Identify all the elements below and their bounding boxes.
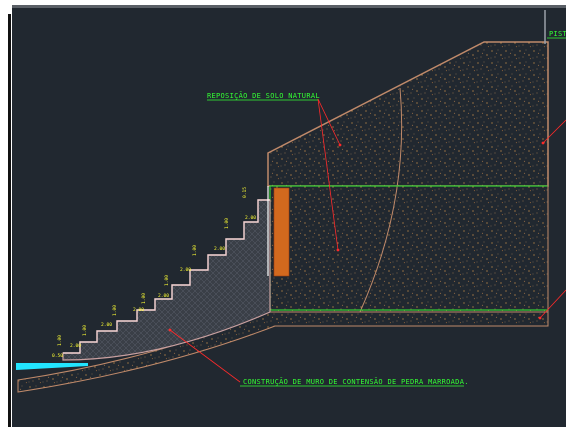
step-dimension-label: 1.00	[224, 218, 230, 229]
step-dimension-label: 1.00	[141, 293, 147, 304]
step-dimension-label: 1.00	[82, 325, 88, 336]
cad-drawing-canvas[interactable]: REPOSIÇÃO DE SOLO NATURAL CONSTRUÇÃO DE …	[12, 8, 566, 427]
label-reposicao: REPOSIÇÃO DE SOLO NATURAL	[207, 91, 320, 100]
water-channel	[16, 363, 88, 370]
leader-lines-reposicao	[317, 98, 342, 252]
step-dimension-label: 2.00	[214, 246, 225, 252]
step-dimensions: 0.501.002.001.00 2.001.00 2.001.00 2.001.00…	[52, 187, 256, 359]
step-dimension-label: 2.00	[245, 215, 256, 221]
step-dimension-label: 2.00	[101, 322, 112, 328]
slip-surface-line	[359, 87, 403, 313]
step-dimension-label: 1.00	[164, 275, 170, 286]
step-dimension-label: 2.00	[158, 293, 169, 299]
step-dimension-label: 0.15	[242, 187, 248, 198]
leader-lines-construcao	[168, 328, 241, 383]
step-dimension-label: 1.00	[112, 305, 118, 316]
label-construcao: CONSTRUÇÃO DE MURO DE CONTENSÃO DE PEDRA…	[243, 377, 469, 386]
step-dimension-label: 1.00	[192, 245, 198, 256]
label-pista: PISTA	[549, 30, 566, 38]
retaining-wall-diagram: REPOSIÇÃO DE SOLO NATURAL CONSTRUÇÃO DE …	[16, 10, 566, 393]
step-dimension-label: 0.50	[52, 353, 63, 359]
left-border	[8, 14, 11, 427]
step-dimension-label: 2.00	[70, 343, 81, 349]
step-dimension-label: 2.00	[180, 267, 191, 273]
top-strip	[12, 5, 566, 10]
wall-step-edge	[63, 199, 270, 354]
drain-post	[273, 187, 290, 277]
step-dimension-label: 1.00	[57, 335, 63, 346]
soil-backfill-upper	[267, 41, 549, 187]
leader-lines-right	[538, 119, 566, 320]
soil-natural-lower	[269, 185, 549, 313]
step-dimension-label: 2.00	[133, 307, 144, 313]
